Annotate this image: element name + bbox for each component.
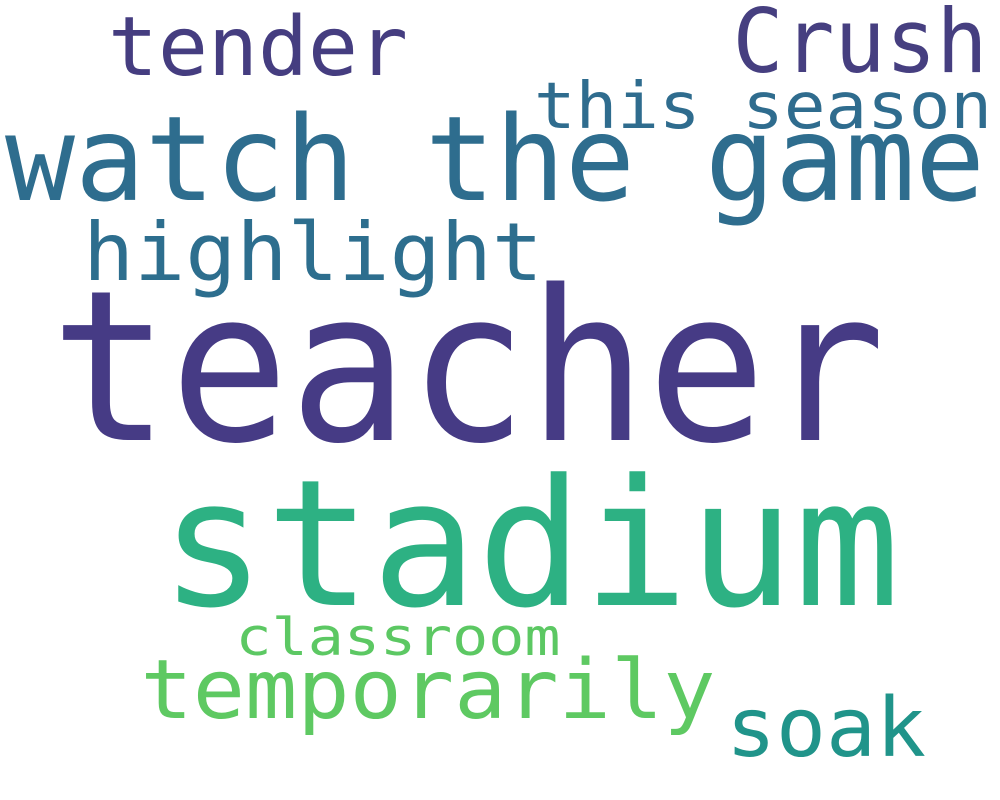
word-watch-the-game: watch the game	[5, 90, 985, 228]
word-classroom: classroom	[236, 608, 561, 668]
word-tender: tender	[108, 0, 408, 95]
word-stadium: stadium	[160, 442, 900, 647]
word-crush: Crush	[733, 0, 988, 93]
word-teacher: teacher	[51, 245, 886, 490]
word-temporarily: temporarily	[141, 643, 716, 738]
word-soak: soak	[726, 681, 926, 776]
word-this-season: this season	[534, 70, 992, 144]
word-highlight: highlight	[83, 206, 543, 299]
